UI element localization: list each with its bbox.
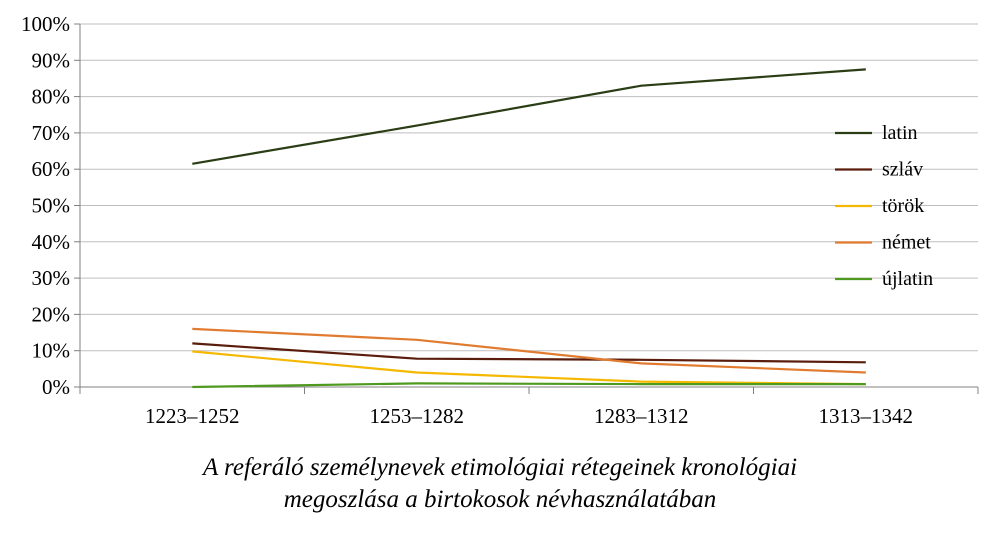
series-lines [192,68,866,389]
y-tick-label: 90% [32,48,71,72]
series-line-török [192,350,866,386]
legend-label: török [882,195,924,217]
legend-label: latin [882,122,918,144]
gridlines [80,23,978,352]
legend: latin szláv török német újlatin [835,122,933,290]
y-tick-label: 60% [32,157,71,181]
y-axis-ticks: 0% 10% 20% 30% 40% 50% 60% 70% 80% 90% 100% [21,12,80,399]
y-tick-label: 70% [32,121,71,145]
x-axis-ticks: 1223–1252 1253–1282 1283–1312 1313–1342 [79,387,979,428]
legend-label: német [882,232,931,254]
caption-line-2: megoszlása a birtokosok névhasználatában [284,486,717,513]
legend-label: újlatin [882,268,933,290]
series-line-újlatin [192,382,866,389]
y-tick-label: 20% [32,302,71,326]
y-tick-label: 10% [32,339,71,363]
y-tick-label: 80% [32,85,71,109]
y-tick-label: 40% [32,230,71,254]
x-tick-label: 1223–1252 [145,404,240,428]
y-tick-label: 100% [21,12,70,36]
y-tick-label: 0% [42,375,70,399]
legend-label: szláv [882,159,923,181]
y-tick-label: 30% [32,266,71,290]
caption-line-1: A referáló személynevek etimológiai réte… [201,454,797,481]
series-line-német [192,327,866,374]
series-line-latin [192,68,866,165]
y-tick-label: 50% [32,194,71,218]
x-tick-label: 1313–1342 [819,404,914,428]
x-tick-label: 1253–1282 [370,404,465,428]
x-tick-label: 1283–1312 [594,404,689,428]
series-line-szláv [192,342,866,364]
